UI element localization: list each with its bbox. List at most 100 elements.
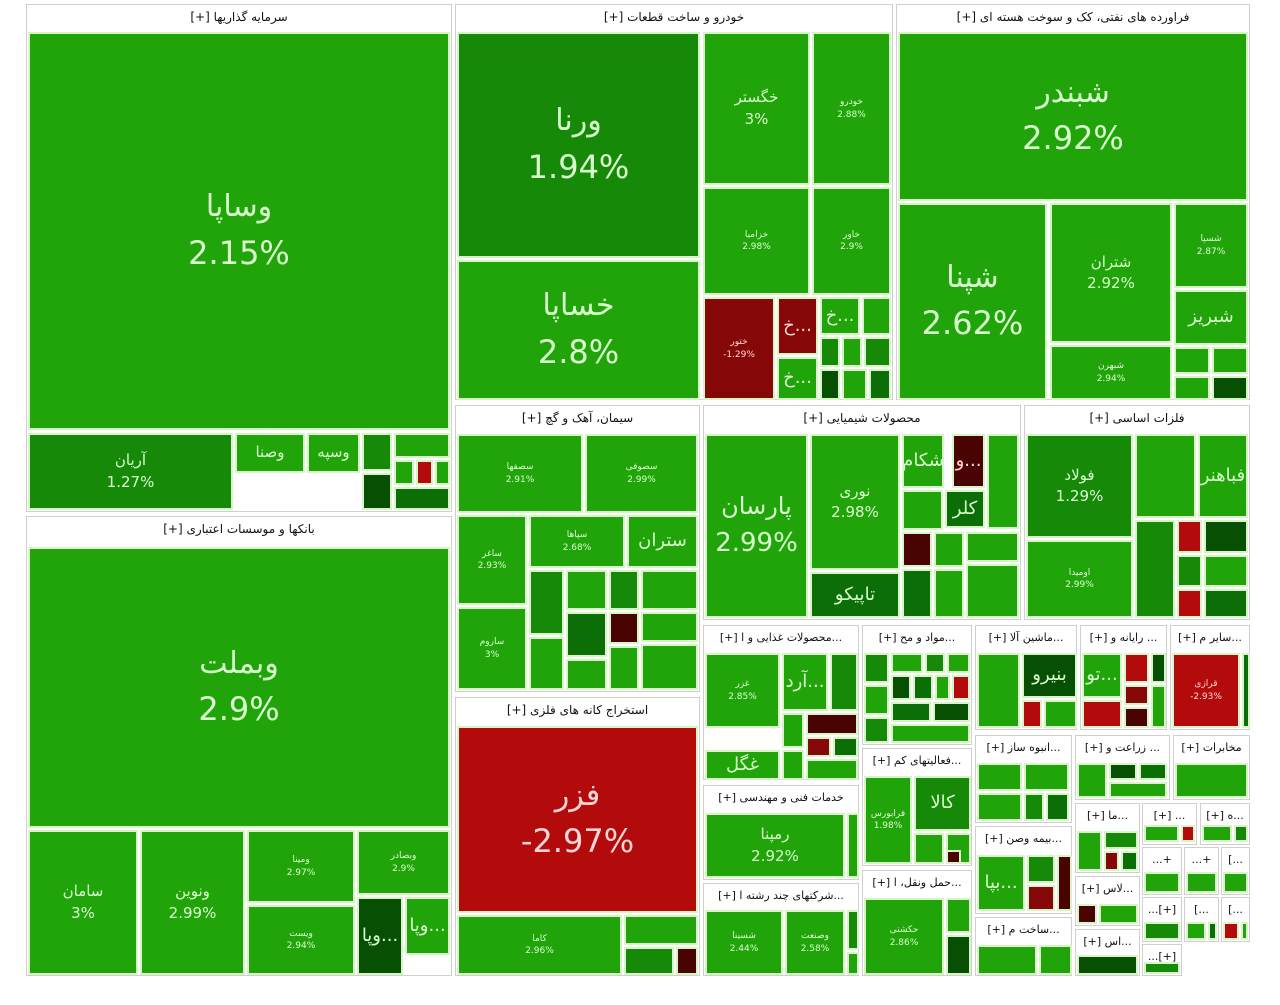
- sector-title[interactable]: ...]: [1194, 903, 1209, 916]
- stock-tile[interactable]: [609, 646, 639, 690]
- tile-4-1[interactable]: سصوفی 2.99%: [585, 434, 698, 513]
- tile-14-1[interactable]: وصنعت 2.58%: [785, 910, 845, 975]
- tile-0-1[interactable]: آریان 1.27%: [28, 433, 233, 510]
- stock-tile[interactable]: [1077, 831, 1102, 871]
- stock-tile[interactable]: [1109, 763, 1137, 780]
- stock-tile[interactable]: [891, 653, 923, 673]
- stock-tile[interactable]: [946, 935, 971, 975]
- stock-tile[interactable]: [952, 675, 970, 700]
- tile-1-3[interactable]: ومینا 2.97%: [247, 830, 355, 903]
- tile-3-0[interactable]: شبندر 2.92%: [898, 32, 1248, 201]
- tile-6-3[interactable]: شکام: [902, 434, 944, 488]
- stock-tile[interactable]: [1186, 922, 1206, 940]
- stock-tile[interactable]: [864, 337, 891, 367]
- tile-12-0[interactable]: قرازی -2.93%: [1172, 653, 1240, 728]
- tile-7-0[interactable]: فولاد 1.29%: [1026, 434, 1133, 538]
- tile-3-5[interactable]: شبهرن 2.94%: [1050, 345, 1172, 400]
- stock-tile[interactable]: [891, 724, 970, 743]
- tile-1-1[interactable]: سامان 3%: [28, 830, 138, 975]
- stock-tile[interactable]: [1174, 376, 1210, 400]
- stock-tile[interactable]: [1202, 825, 1232, 842]
- stock-tile[interactable]: [1144, 962, 1180, 974]
- stock-tile[interactable]: [1144, 872, 1180, 893]
- stock-tile[interactable]: [830, 653, 858, 711]
- tile-8-1[interactable]: ...آرد: [782, 653, 828, 711]
- stock-tile[interactable]: [1027, 885, 1055, 911]
- sector-title[interactable]: [+]...: [1147, 903, 1177, 916]
- tile-2-0[interactable]: ورنا 1.94%: [457, 32, 700, 258]
- stock-tile[interactable]: [806, 713, 858, 735]
- sector-title[interactable]: ...ساخت م [+]: [987, 923, 1060, 936]
- stock-tile[interactable]: [1175, 763, 1248, 798]
- tile-0-3[interactable]: وسپه: [307, 433, 360, 473]
- tile-2-9[interactable]: ...خ: [820, 297, 860, 335]
- stock-tile[interactable]: [806, 759, 858, 780]
- stock-tile[interactable]: [1223, 922, 1239, 940]
- stock-tile[interactable]: [362, 433, 392, 471]
- stock-tile[interactable]: [1242, 653, 1250, 728]
- stock-tile[interactable]: [394, 487, 450, 510]
- tile-4-4[interactable]: ستران: [627, 515, 698, 568]
- stock-tile[interactable]: [864, 717, 889, 743]
- stock-tile[interactable]: [624, 915, 698, 945]
- sector-title[interactable]: ...اس [+]: [1083, 935, 1132, 948]
- tile-1-7[interactable]: ...وپا: [405, 897, 450, 955]
- stock-tile[interactable]: [864, 685, 889, 715]
- stock-tile[interactable]: [833, 737, 858, 757]
- tile-3-2[interactable]: شتران 2.92%: [1050, 203, 1172, 343]
- tile-6-1[interactable]: نوری 2.98%: [810, 434, 900, 570]
- stock-tile[interactable]: [1144, 922, 1180, 940]
- tile-1-2[interactable]: ونوین 2.99%: [140, 830, 245, 975]
- sector-title[interactable]: ...ما [+]: [1086, 809, 1129, 822]
- stock-tile[interactable]: [847, 910, 859, 950]
- tile-4-5[interactable]: ساروم 3%: [457, 607, 527, 690]
- stock-tile[interactable]: [1104, 831, 1138, 849]
- stock-tile[interactable]: [869, 369, 891, 400]
- tile-6-4[interactable]: ...و: [952, 434, 985, 488]
- sector-title[interactable]: ...بیمه وصن [+]: [985, 832, 1062, 845]
- sector-title[interactable]: +...: [1191, 853, 1212, 866]
- tile-0-2[interactable]: وصنا: [235, 433, 305, 473]
- stock-tile[interactable]: [1027, 855, 1055, 883]
- stock-tile[interactable]: [891, 675, 911, 700]
- tile-3-3[interactable]: شسپا 2.87%: [1174, 203, 1248, 288]
- stock-tile[interactable]: [624, 947, 674, 975]
- tile-6-0[interactable]: پارسان 2.99%: [705, 434, 808, 618]
- stock-tile[interactable]: [842, 369, 867, 400]
- tile-7-1[interactable]: فباهنر: [1198, 434, 1248, 518]
- stock-tile[interactable]: [1186, 872, 1217, 893]
- stock-tile[interactable]: [1177, 555, 1202, 587]
- stock-tile[interactable]: [946, 850, 961, 864]
- stock-tile[interactable]: [1082, 700, 1122, 728]
- stock-tile[interactable]: [902, 490, 943, 530]
- sector-title[interactable]: خدمات فنی و مهندسی [+]: [718, 791, 844, 804]
- tile-14-0[interactable]: شسینا 2.44%: [705, 910, 783, 975]
- stock-tile[interactable]: [1024, 763, 1069, 791]
- stock-tile[interactable]: [1024, 793, 1044, 821]
- stock-tile[interactable]: [782, 713, 804, 748]
- stock-tile[interactable]: [1135, 434, 1196, 518]
- tile-13-0[interactable]: رمپنا 2.92%: [705, 813, 845, 878]
- tile-3-4[interactable]: شبریز: [1174, 290, 1248, 345]
- tile-1-6[interactable]: ...وپا: [357, 897, 403, 975]
- stock-tile[interactable]: [782, 750, 804, 780]
- tile-2-2[interactable]: خگستر 3%: [703, 32, 810, 185]
- stock-tile[interactable]: [842, 337, 862, 367]
- stock-tile[interactable]: [1109, 782, 1167, 798]
- tile-6-2[interactable]: تاپیکو: [810, 572, 900, 618]
- stock-tile[interactable]: [1077, 763, 1107, 798]
- tile-16-0[interactable]: حکشتی 2.86%: [864, 898, 944, 975]
- stock-tile[interactable]: [1234, 825, 1248, 842]
- sector-title[interactable]: ...شرکتهای چند رشته ا [+]: [718, 889, 844, 902]
- stock-tile[interactable]: [947, 653, 970, 673]
- stock-tile[interactable]: [1212, 376, 1248, 400]
- stock-tile[interactable]: [1204, 555, 1248, 587]
- tile-8-2[interactable]: غگل: [705, 750, 780, 780]
- tile-11-0[interactable]: ...تو: [1082, 653, 1122, 698]
- tile-0-0[interactable]: وساپا 2.15%: [28, 32, 450, 430]
- stock-tile[interactable]: [977, 653, 1020, 728]
- stock-tile[interactable]: [847, 952, 859, 975]
- tile-2-1[interactable]: خساپا 2.8%: [457, 260, 700, 400]
- tile-1-4[interactable]: وبصادر 2.9%: [357, 830, 450, 895]
- stock-tile[interactable]: [676, 947, 698, 975]
